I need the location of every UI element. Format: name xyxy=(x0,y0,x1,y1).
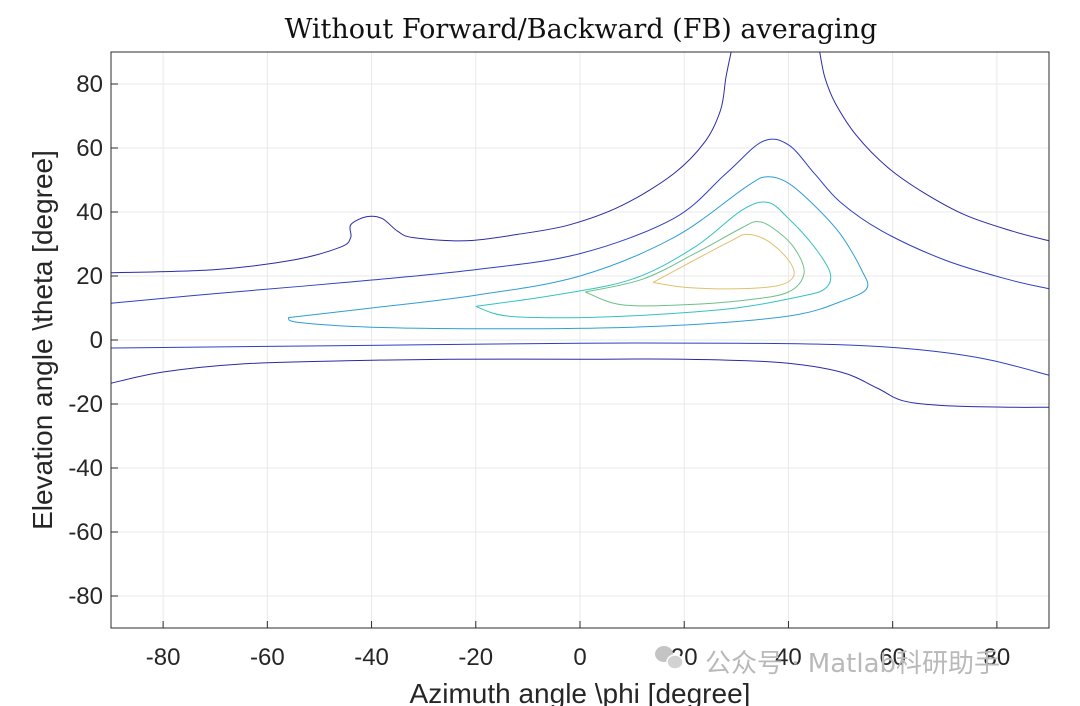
y-tick-label: -80 xyxy=(68,583,103,610)
contour-level-2-path-2 xyxy=(110,342,1050,376)
axis-ticks: -80 -60 -40 -20 0 20 40 60 80806040200-20-40-60-… xyxy=(68,71,1010,671)
y-tick-label: -40 xyxy=(68,455,103,482)
contour-level-2-path-1 xyxy=(110,138,1050,304)
y-axis-label: Elevation angle \theta [degree] xyxy=(27,150,58,530)
watermark-text: 公众号 · Matlab科研助手 xyxy=(705,649,1000,679)
y-tick-label: 60 xyxy=(76,135,103,162)
y-tick-label: -60 xyxy=(68,519,103,546)
y-tick-label: 20 xyxy=(76,263,103,290)
x-tick-label: 80 xyxy=(984,644,1011,671)
contour-level-1-path-1 xyxy=(110,51,732,274)
chart-title: Without Forward/Backward (FB) averaging xyxy=(285,14,878,45)
y-tick-label: 40 xyxy=(76,199,103,226)
watermark: 公众号 · Matlab科研助手 xyxy=(655,646,1000,679)
x-tick-label: -40 xyxy=(354,644,389,671)
x-tick-label: -80 xyxy=(146,644,181,671)
x-tick-label: 40 xyxy=(775,644,802,671)
y-tick-label: 0 xyxy=(90,327,103,354)
x-tick-label: 0 xyxy=(573,644,586,671)
contour-level-5-path-1 xyxy=(585,221,805,307)
x-tick-label: -20 xyxy=(458,644,493,671)
x-tick-label: 60 xyxy=(879,644,906,671)
y-tick-label: -20 xyxy=(68,391,103,418)
contour-level-1-path-3 xyxy=(110,358,1050,408)
y-tick-label: 80 xyxy=(76,71,103,98)
x-axis-label: Azimuth angle \phi [degree] xyxy=(410,678,751,706)
contour-level-4-path-1 xyxy=(475,201,832,319)
contour-level-6-path-1 xyxy=(652,233,795,290)
contour-lines xyxy=(110,51,1050,408)
wechat-icon xyxy=(655,646,684,670)
contour-level-1-path-2 xyxy=(819,51,1050,242)
contour-level-3-path-1 xyxy=(287,176,869,330)
x-tick-label: -60 xyxy=(250,644,285,671)
